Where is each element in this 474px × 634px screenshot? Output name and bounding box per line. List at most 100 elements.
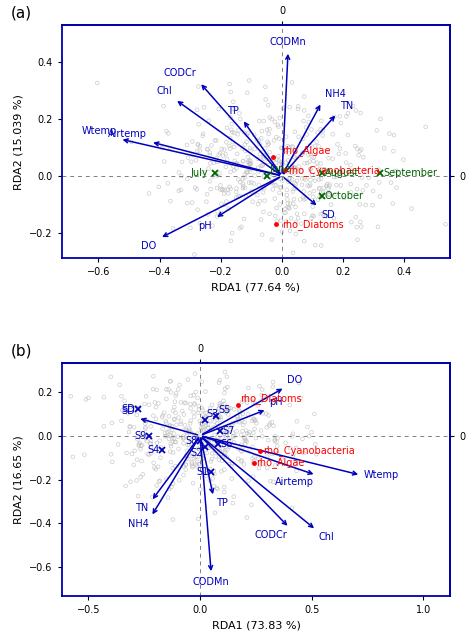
Text: NH4: NH4 — [325, 89, 346, 99]
Point — [271, 167, 279, 178]
Point — [222, 403, 229, 413]
Point — [297, 393, 304, 403]
Point — [165, 411, 173, 422]
Point — [243, 398, 251, 408]
Point — [191, 411, 198, 422]
Point — [238, 397, 246, 407]
Point — [135, 439, 143, 450]
Point — [255, 453, 262, 463]
Point — [235, 444, 242, 454]
Point — [214, 435, 221, 445]
Point — [158, 143, 166, 153]
Text: SD: SD — [122, 406, 136, 416]
Point — [359, 152, 367, 162]
Point — [143, 416, 151, 426]
Point — [155, 476, 163, 486]
Point — [227, 236, 235, 246]
Point — [166, 421, 174, 431]
Point — [342, 148, 349, 158]
Point — [389, 198, 397, 209]
Point — [265, 129, 273, 139]
Point — [169, 223, 177, 233]
Point — [155, 182, 163, 192]
Point — [246, 155, 253, 165]
Point — [226, 79, 233, 89]
Point — [152, 402, 160, 412]
Point — [193, 460, 201, 470]
Point — [150, 458, 157, 468]
Point — [246, 159, 254, 169]
Point — [182, 451, 190, 461]
Point — [138, 456, 146, 466]
Point — [256, 149, 264, 159]
Point — [180, 433, 188, 443]
Point — [157, 443, 164, 453]
Point — [241, 434, 248, 444]
Point — [299, 148, 306, 158]
Point — [206, 148, 213, 158]
Point — [135, 403, 143, 413]
Point — [264, 436, 272, 446]
Point — [204, 436, 211, 446]
Point — [279, 103, 287, 113]
Point — [223, 406, 230, 417]
Point — [133, 455, 141, 465]
Point — [273, 132, 280, 142]
Point — [292, 443, 300, 453]
Point — [196, 146, 203, 156]
Point — [310, 191, 317, 202]
Point — [344, 108, 352, 119]
Point — [165, 425, 173, 436]
Point — [225, 404, 232, 415]
Point — [228, 228, 236, 238]
Point — [187, 223, 194, 233]
Point — [195, 437, 203, 447]
Point — [276, 167, 284, 178]
Point — [276, 167, 283, 178]
Point — [169, 463, 176, 474]
Text: Chl: Chl — [319, 532, 334, 542]
Point — [306, 157, 313, 167]
Point — [258, 160, 266, 171]
Point — [190, 408, 197, 418]
Point — [262, 143, 269, 153]
Point — [307, 175, 314, 185]
Point — [297, 195, 304, 205]
Point — [181, 398, 188, 408]
Point — [265, 138, 273, 148]
Point — [292, 202, 299, 212]
Text: SD: SD — [322, 210, 336, 220]
Point — [201, 414, 209, 424]
Text: S9: S9 — [134, 430, 146, 441]
Point — [262, 82, 269, 92]
Point — [387, 178, 395, 188]
Point — [202, 197, 210, 207]
Point — [219, 396, 227, 406]
Point — [263, 422, 271, 432]
Point — [188, 198, 196, 208]
Point — [193, 429, 201, 439]
Point — [213, 153, 220, 164]
Point — [142, 391, 150, 401]
Point — [196, 434, 203, 444]
Point — [254, 190, 261, 200]
Point — [181, 425, 188, 435]
Point — [268, 178, 276, 188]
Point — [240, 214, 248, 224]
Point — [139, 469, 146, 479]
Point — [355, 150, 363, 160]
Point — [357, 145, 365, 155]
Point — [352, 212, 360, 223]
Point — [208, 448, 216, 458]
Point — [168, 434, 176, 444]
Point — [206, 403, 214, 413]
Point — [208, 454, 216, 464]
Point — [219, 444, 227, 454]
Point — [332, 189, 339, 199]
Point — [227, 167, 234, 177]
Point — [245, 158, 253, 168]
Point — [262, 409, 270, 419]
Point — [239, 442, 247, 452]
Point — [220, 429, 228, 439]
Point — [282, 437, 290, 448]
